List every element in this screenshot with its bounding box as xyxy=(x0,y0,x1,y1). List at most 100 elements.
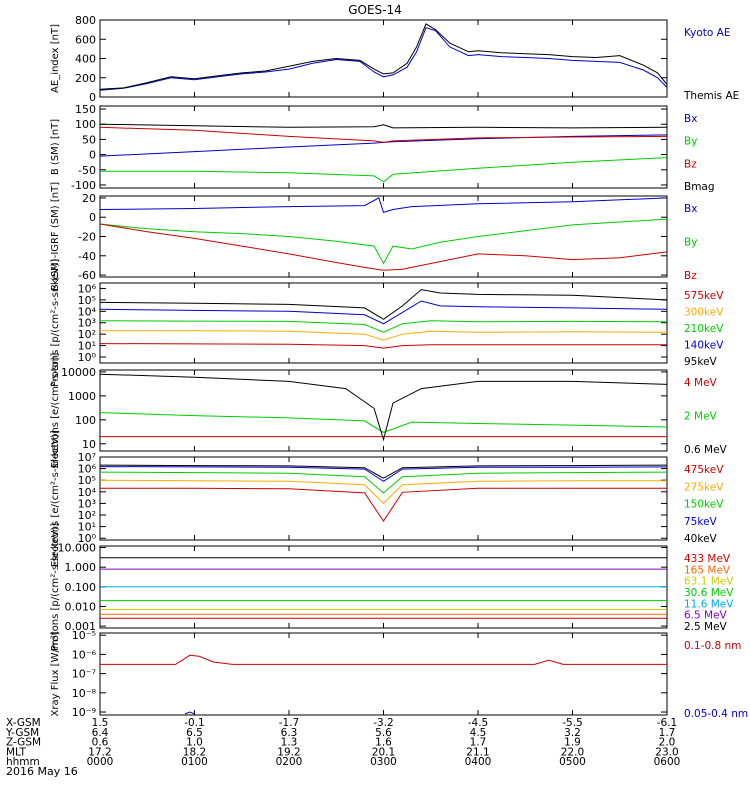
y-tick-label: -40 xyxy=(78,250,96,263)
y-axis-label: B (SM)-IGRF (SM) [nT] xyxy=(50,182,61,291)
x-row-label: hhmm xyxy=(6,756,40,768)
legend-label: 150keV xyxy=(684,499,724,511)
x-row-value: 1.7 xyxy=(470,737,487,749)
y-tick-label: 10⁻⁶ xyxy=(72,648,97,661)
series-line xyxy=(99,27,668,91)
legend-label: By xyxy=(684,237,697,249)
legend-label: Bz xyxy=(684,270,697,282)
y-tick-label: 1000 xyxy=(68,390,96,403)
y-tick-label: 0 xyxy=(89,211,96,224)
y-tick-label: 10² xyxy=(78,509,96,522)
panel-frame xyxy=(99,456,668,541)
x-row-value: 0200 xyxy=(276,756,303,768)
y-tick-label: 10 xyxy=(82,438,96,451)
panel-ae: 0 200 400 600 800 AE_index [nT] Kyoto AE Themis… xyxy=(50,14,739,104)
series-line xyxy=(99,373,668,442)
x-row-value: 4.5 xyxy=(470,727,487,739)
y-tick-label: 10⁴ xyxy=(78,305,97,318)
series-line xyxy=(184,711,195,715)
y-tick-label: 0 xyxy=(89,149,96,162)
x-row-value: -6.1 xyxy=(657,717,678,729)
legend-label: 63.1 MeV xyxy=(684,576,734,588)
x-row-value: 21.1 xyxy=(466,746,489,758)
y-tick-label: 100 xyxy=(75,118,96,131)
x-row-value: 3.2 xyxy=(564,727,581,739)
y-tick-label: 0.010 xyxy=(65,600,97,613)
x-row-value: 1.5 xyxy=(92,717,109,729)
y-tick-label: -60 xyxy=(78,269,96,282)
y-tick-label: 10⁻⁹ xyxy=(72,706,96,719)
x-row-label: Y-GSM xyxy=(5,727,39,739)
legend-label: 40keV xyxy=(684,533,718,545)
y-tick-label: 200 xyxy=(75,72,96,85)
y-tick-label: -20 xyxy=(78,231,96,244)
legend-label: 275keV xyxy=(684,481,724,493)
legend-label: By xyxy=(684,136,697,148)
series-line xyxy=(99,320,668,333)
y-tick-label: 100 xyxy=(75,414,96,427)
x-row-value: 1.7 xyxy=(659,727,676,739)
y-tick-label: 0 xyxy=(89,91,96,104)
x-row-value: 6.5 xyxy=(186,727,203,739)
y-tick-label: 10⁰ xyxy=(78,532,97,545)
x-row-value: 0400 xyxy=(465,756,492,768)
legend-label: 0.1-0.8 nm xyxy=(684,640,741,652)
series-line xyxy=(99,218,668,265)
y-tick-label: 0.100 xyxy=(65,581,97,594)
x-row-value: 1.0 xyxy=(186,737,203,749)
series-line xyxy=(99,412,668,433)
y-tick-label: 10⁻⁸ xyxy=(72,687,97,700)
y-tick-label: 600 xyxy=(75,33,96,46)
y-axis-label: B (SM) [nT] xyxy=(50,119,61,175)
y-tick-label: 10³ xyxy=(78,317,96,330)
legend-label: 2.5 MeV xyxy=(684,621,728,633)
y-tick-label: 1.000 xyxy=(65,561,97,574)
legend-label: 140keV xyxy=(684,340,724,352)
legend-label: 11.6 MeV xyxy=(684,598,734,610)
x-row-value: 6.3 xyxy=(281,727,298,739)
y-tick-label: 10⁶ xyxy=(78,463,97,476)
x-row-value: 1.6 xyxy=(375,737,392,749)
x-row-value: 0500 xyxy=(559,756,586,768)
series-line xyxy=(100,330,668,341)
panel-frame xyxy=(99,632,668,716)
y-tick-label: 20 xyxy=(82,192,96,205)
x-row-value: 22.0 xyxy=(561,746,584,758)
x-row-value: -3.2 xyxy=(373,717,394,729)
legend-label: 0.6 MeV xyxy=(684,444,728,456)
y-axis-label: Protons [p/(cm²-s-sr-keV)] xyxy=(50,523,61,651)
x-axis-rows: X-GSM 1.5 -0.1 -1.7 -3.2 -4.5 -5.5 -6.1 Y-GSM 6.4… xyxy=(5,717,680,768)
series-line xyxy=(99,23,668,90)
y-tick-label: 10⁵ xyxy=(78,474,96,487)
y-tick-label: 150 xyxy=(75,103,96,116)
x-row-value: 2.0 xyxy=(659,737,676,749)
legend-label: 210keV xyxy=(684,323,724,335)
x-row-value: 20.1 xyxy=(372,746,395,758)
series-line xyxy=(99,289,668,320)
y-tick-label: 10³ xyxy=(78,497,96,510)
x-row-value: 0300 xyxy=(370,756,397,768)
y-tick-label: 10¹ xyxy=(78,521,96,534)
y-tick-label: 10⁻⁵ xyxy=(72,629,96,642)
legend-label: Themis AE xyxy=(683,90,739,102)
y-tick-label: 10² xyxy=(78,328,96,341)
y-axis-label: AE_index [nT] xyxy=(50,24,61,93)
figure-title: GOES-14 xyxy=(348,3,402,17)
x-row-value: 23.0 xyxy=(655,746,678,758)
y-tick-label: -50 xyxy=(78,164,96,177)
y-tick-label: 10⁴ xyxy=(78,486,97,499)
series-line xyxy=(100,487,667,523)
x-row-value: 0100 xyxy=(181,756,208,768)
series-line xyxy=(99,123,668,129)
series-line xyxy=(99,464,668,479)
panel-xray: 10⁻⁹ 10⁻⁸ 10⁻⁷ 10⁻⁶ 10⁻⁵ Xray Flux [W/m²] 0.1-… xyxy=(50,629,748,720)
x-row-label: Z-GSM xyxy=(6,737,41,749)
series-line xyxy=(99,134,668,157)
y-tick-label: 400 xyxy=(75,53,96,66)
series-line xyxy=(99,466,668,482)
legend-label: Bx xyxy=(684,203,697,215)
y-tick-label: 10.000 xyxy=(58,542,97,555)
